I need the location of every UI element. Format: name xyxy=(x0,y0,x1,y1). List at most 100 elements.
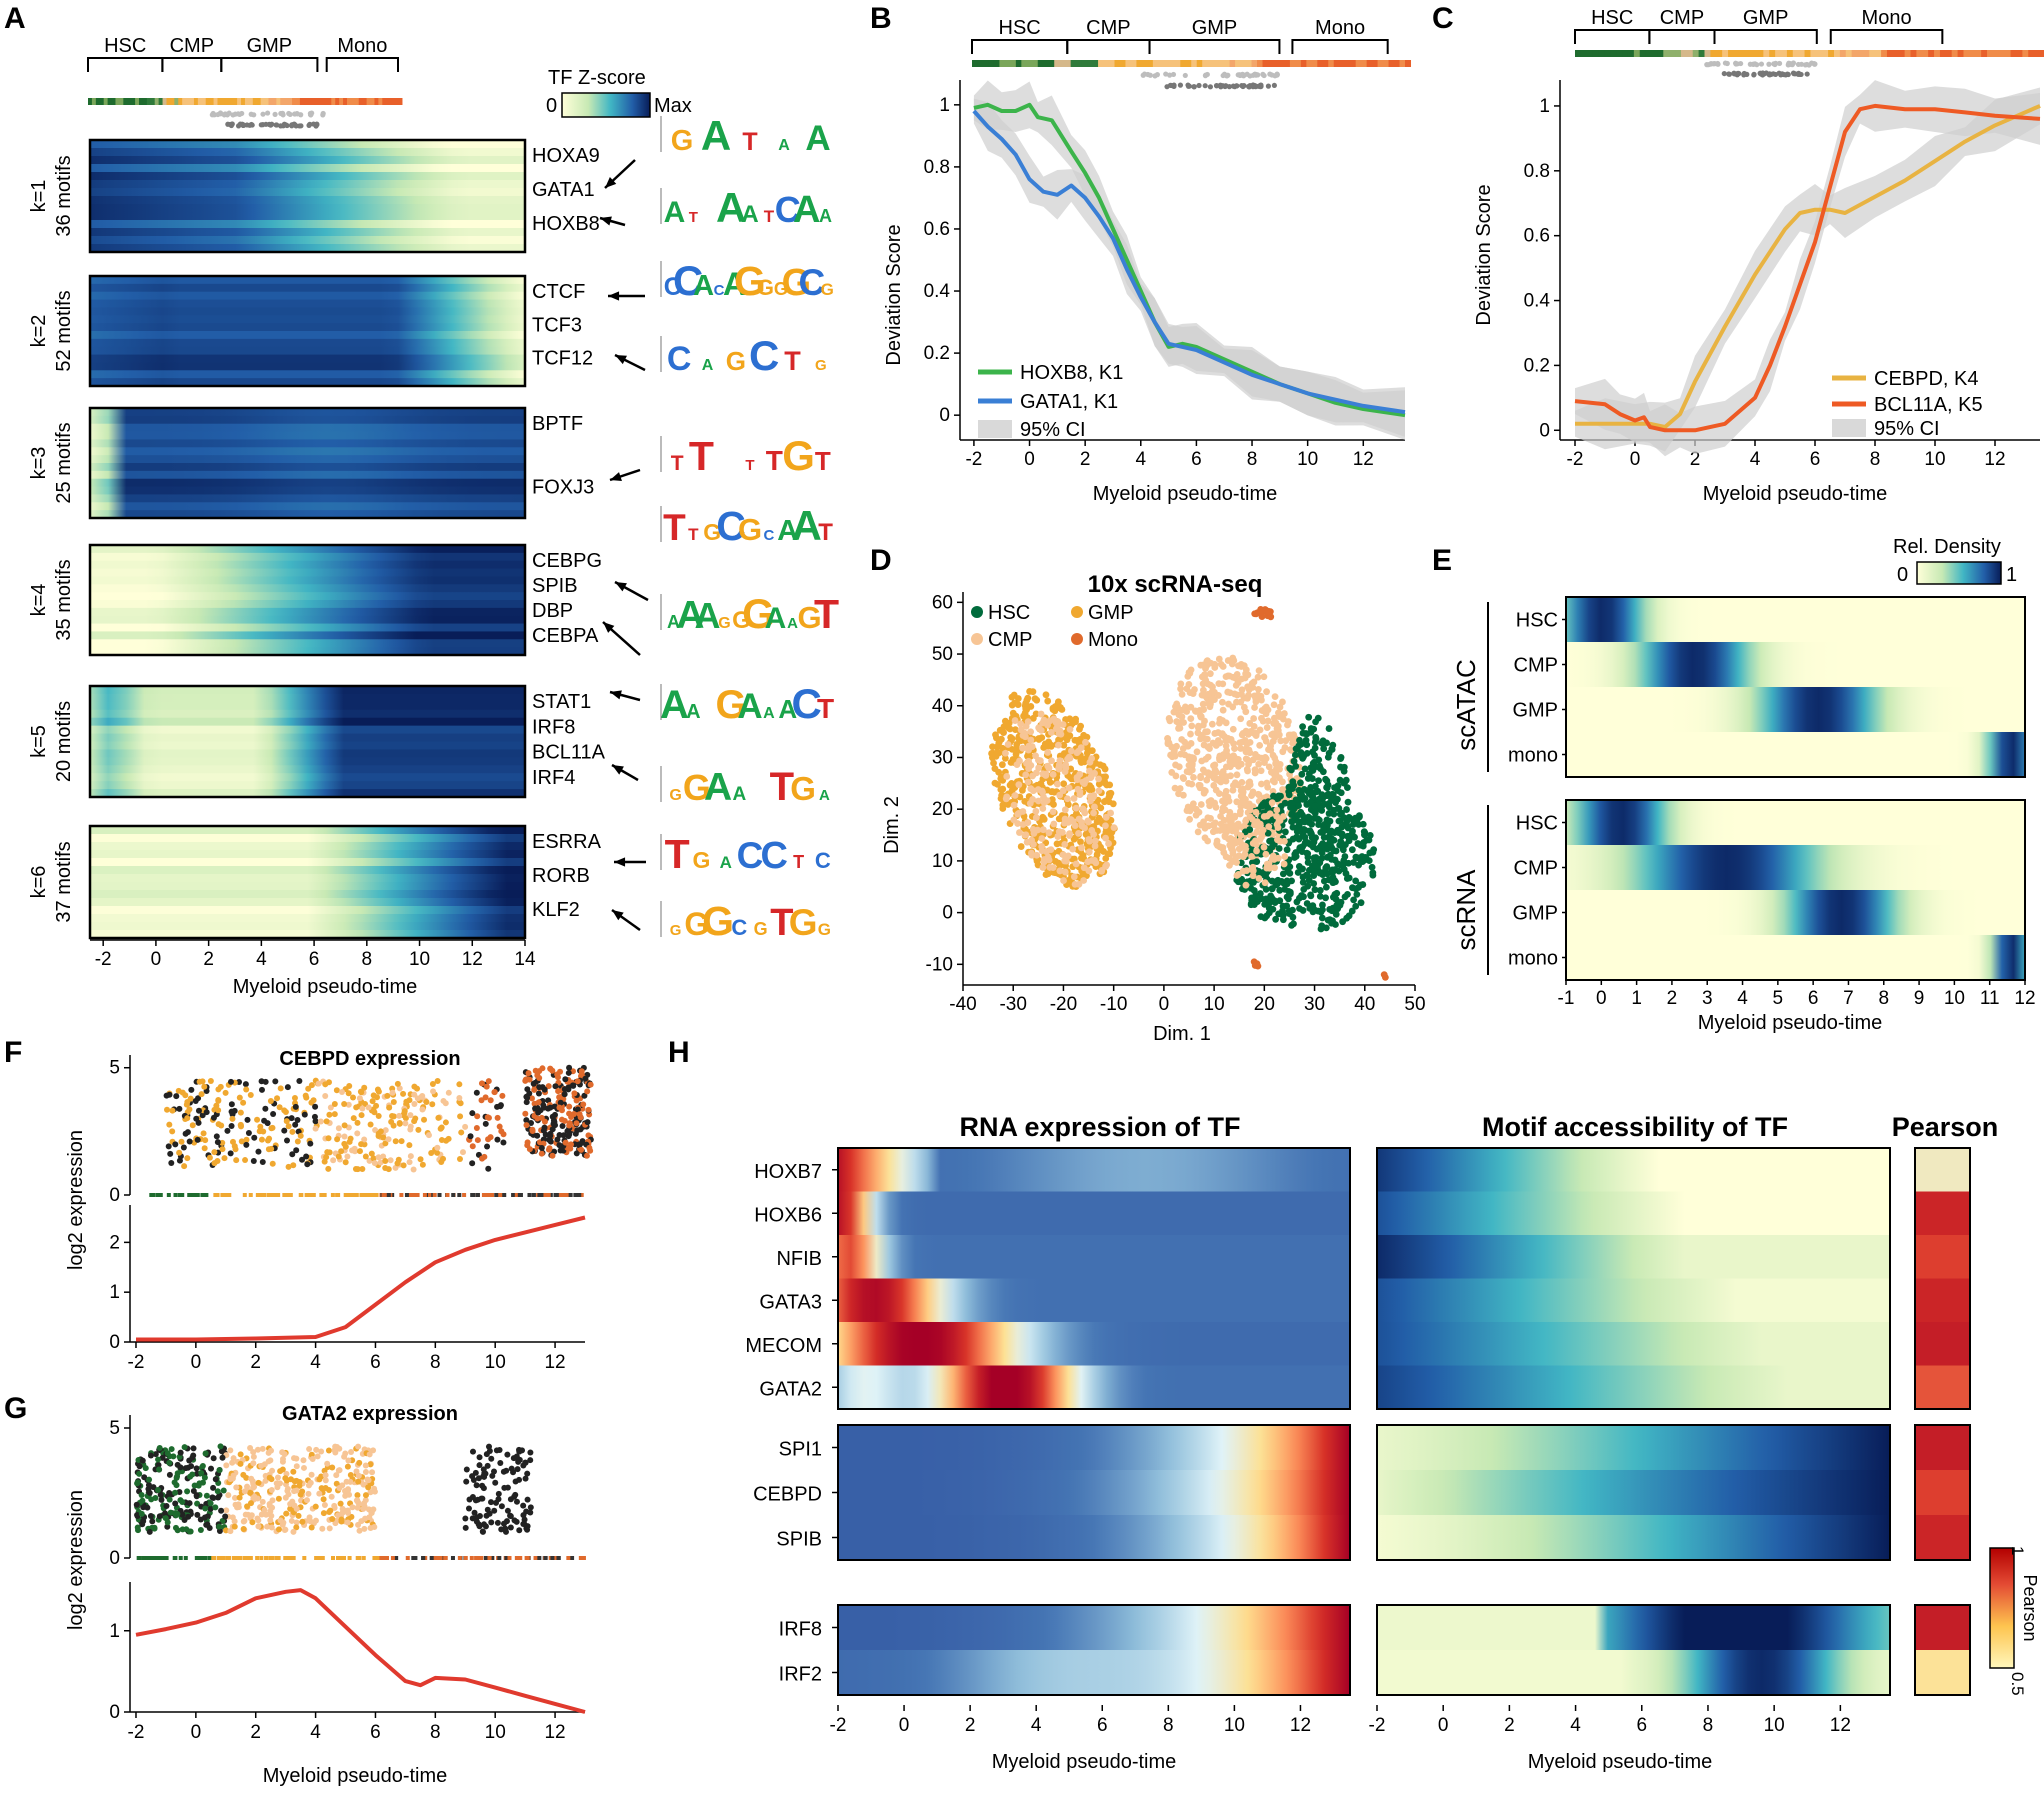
cell-point xyxy=(174,1470,181,1477)
cell-point xyxy=(1072,860,1080,868)
cell-point xyxy=(1193,748,1201,756)
logo-letter: C xyxy=(673,257,703,304)
logo-letter: C xyxy=(731,915,747,940)
cell-point xyxy=(320,1510,327,1517)
tf-heatmaps: HOXB7HOXB6NFIBGATA3MECOMGATA2SPI1CEBPDSP… xyxy=(745,1147,1971,1736)
density-row xyxy=(1566,642,2025,687)
stage-strip-cell xyxy=(1592,50,1600,57)
stage-strip-cell xyxy=(139,98,144,105)
cell-point xyxy=(294,1116,301,1123)
cell-point xyxy=(1231,745,1238,753)
cell-point xyxy=(355,1478,362,1485)
cell-point xyxy=(1209,683,1216,691)
stage-dot xyxy=(1154,72,1160,78)
cell-point xyxy=(356,1095,363,1102)
stage-bracket-line xyxy=(1066,39,1151,54)
gene-label: CTCF xyxy=(532,281,585,303)
y-tick-label: -10 xyxy=(926,954,953,975)
cell-point xyxy=(361,1084,368,1091)
cell-point xyxy=(387,1157,394,1164)
cell-point xyxy=(184,1155,191,1162)
cell-point xyxy=(369,1469,376,1476)
cell-point xyxy=(1283,880,1291,888)
cell-point xyxy=(566,1103,573,1110)
stage-strip-cell xyxy=(1886,50,1894,57)
cell-point xyxy=(487,1097,494,1104)
cell-point xyxy=(322,1472,329,1479)
cell-point xyxy=(244,1483,251,1490)
pearson-title: Pearson xyxy=(1892,1112,1999,1142)
cell-point xyxy=(528,1095,535,1102)
cell-point xyxy=(1286,764,1294,772)
cell-point xyxy=(473,1518,480,1525)
cell-point xyxy=(494,1114,501,1121)
zero-point xyxy=(150,1556,155,1560)
zero-point xyxy=(248,1556,253,1560)
arrow-head xyxy=(603,622,615,633)
cell-point xyxy=(539,1065,546,1072)
cell-point xyxy=(1044,853,1052,861)
zero-point xyxy=(381,1193,386,1197)
cell-point xyxy=(318,1448,325,1455)
cell-point xyxy=(1033,857,1041,865)
heatmap-row xyxy=(90,502,525,511)
cell-point xyxy=(1274,795,1282,802)
cell-point xyxy=(359,1166,366,1173)
cell-point xyxy=(1234,878,1242,886)
cell-point xyxy=(997,775,1005,782)
cell-point xyxy=(1070,795,1078,802)
cell-point xyxy=(396,1119,403,1126)
cell-point xyxy=(488,1455,495,1462)
zero-point xyxy=(517,1193,522,1197)
cell-point xyxy=(289,1128,296,1135)
cell-point xyxy=(1039,826,1047,834)
logo-letter: T xyxy=(793,852,804,872)
y-tick-label: 20 xyxy=(932,799,953,820)
cell-point xyxy=(498,1128,505,1135)
stage-dot xyxy=(1715,61,1721,67)
cell-point xyxy=(546,1145,553,1152)
cell-point xyxy=(1337,755,1344,762)
stage-strip-cell xyxy=(252,98,258,105)
cell-point xyxy=(1187,703,1195,711)
heatmap-row xyxy=(90,148,525,157)
x-tick-label: 12 xyxy=(544,1352,565,1373)
cell-point xyxy=(221,1155,228,1162)
x-tick-label: 0 xyxy=(1024,449,1035,470)
cell-point xyxy=(169,1107,176,1114)
cell-point xyxy=(207,1505,214,1512)
stage-dot xyxy=(1736,70,1742,77)
ci-band xyxy=(1575,87,2040,452)
cell-point xyxy=(1050,820,1058,828)
cell-point xyxy=(183,1101,190,1108)
y-tick-label: 30 xyxy=(932,747,953,768)
cell-point xyxy=(389,1089,396,1096)
cell-point xyxy=(345,1487,352,1494)
panel-b-xlabel: Myeloid pseudo-time xyxy=(1093,483,1278,505)
cell-point xyxy=(193,1492,200,1499)
stage-strip-cell xyxy=(170,98,175,105)
cell-point xyxy=(1190,774,1197,781)
zero-point xyxy=(302,1556,307,1560)
cell-point xyxy=(293,1519,300,1526)
cell-point xyxy=(1049,864,1057,872)
cell-point xyxy=(247,1500,254,1507)
cell-point xyxy=(1189,804,1197,812)
pearson-legend-label: Pearson xyxy=(2020,1574,2040,1641)
stage-strip-cell xyxy=(354,98,360,105)
stage-bracket: HSC CMP GMP Mono xyxy=(971,17,1412,90)
stage-bracket-line xyxy=(1148,39,1281,54)
zero-point xyxy=(497,1556,502,1560)
pearson-cell xyxy=(1915,1191,1970,1236)
cell-point xyxy=(342,1159,349,1166)
heatmap-row xyxy=(90,749,525,758)
cell-point xyxy=(1030,830,1038,837)
stage-strip-cell xyxy=(276,98,281,105)
cell-point xyxy=(1215,655,1223,663)
cell-point xyxy=(243,1136,250,1143)
cell-point xyxy=(229,1459,236,1466)
cell-point xyxy=(1073,736,1081,744)
cell-point xyxy=(1013,740,1021,748)
cell-point xyxy=(257,1123,264,1130)
cell-point xyxy=(247,1489,254,1496)
